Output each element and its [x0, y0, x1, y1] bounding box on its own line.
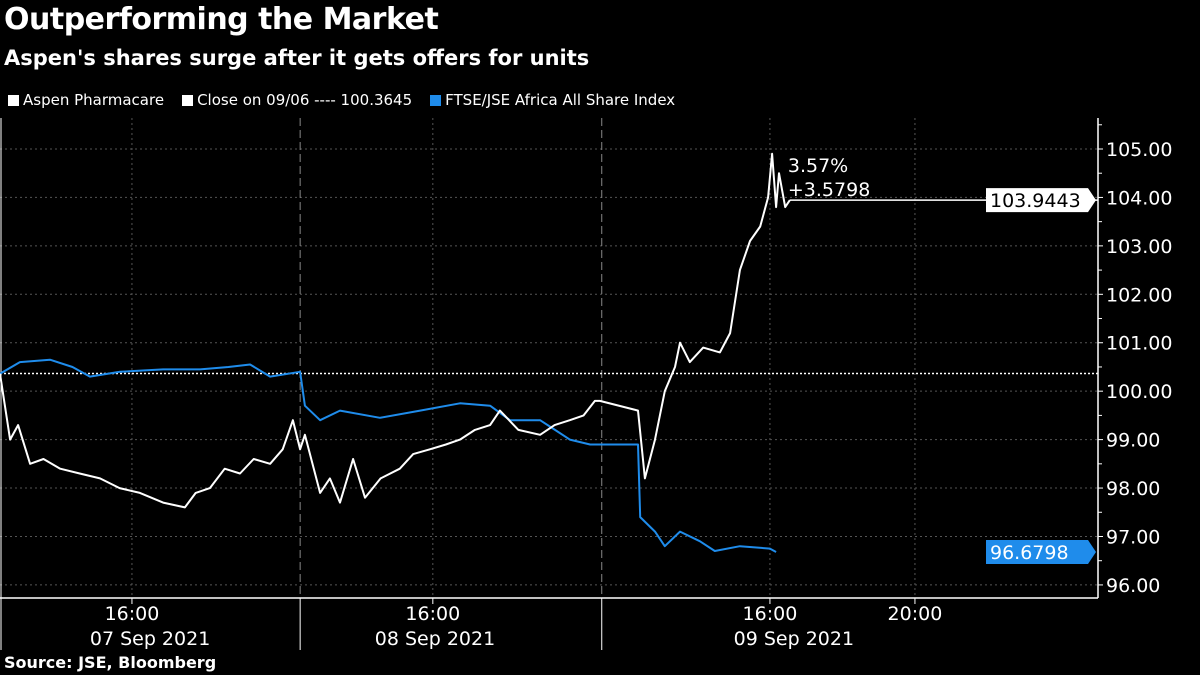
- legend-swatch: [8, 94, 19, 106]
- x-day-label: 09 Sep 2021: [734, 628, 854, 650]
- x-tick-label: 16:00: [405, 603, 460, 625]
- legend-label: FTSE/JSE Africa All Share Index: [445, 91, 676, 109]
- y-tick-label: 98.00: [1106, 478, 1160, 500]
- y-tick-label: 99.00: [1106, 430, 1160, 452]
- legend-item-ftse: FTSE/JSE Africa All Share Index: [430, 91, 675, 109]
- legend-swatch: [182, 94, 194, 106]
- x-tick-label: 20:00: [888, 603, 943, 625]
- legend-label: Aspen Pharmacare: [23, 91, 165, 109]
- y-tick-label: 103.00: [1106, 236, 1172, 258]
- y-tick-label: 101.00: [1106, 333, 1172, 355]
- last-value-label: 103.9443: [990, 190, 1081, 212]
- chart-title: Outperforming the Market: [4, 2, 439, 37]
- x-day-label: 08 Sep 2021: [375, 628, 495, 650]
- y-tick-label: 102.00: [1106, 284, 1172, 306]
- x-tick-label: 16:00: [105, 603, 160, 625]
- x-day-label: 07 Sep 2021: [90, 628, 210, 650]
- legend-label: Close on 09/06 ---- 100.3645: [197, 91, 413, 109]
- annotation-pct: 3.57%: [788, 155, 848, 177]
- last-value-tag: [986, 539, 1096, 564]
- y-tick-label: 104.00: [1106, 187, 1172, 209]
- y-tick-label: 105.00: [1106, 139, 1172, 161]
- last-value-label: 96.6798: [990, 542, 1069, 564]
- legend: Aspen Pharmacare Close on 09/06 ---- 100…: [8, 91, 675, 109]
- annotation-change: +3.5798: [788, 179, 870, 201]
- series-line-ftse: [0, 358, 777, 553]
- y-tick-label: 97.00: [1106, 526, 1160, 548]
- chart-subtitle: Aspen's shares surge after it gets offer…: [4, 46, 590, 70]
- last-value-tag: [986, 188, 1096, 213]
- legend-item-aspen: Aspen Pharmacare: [8, 91, 164, 109]
- y-tick-label: 96.00: [1106, 575, 1160, 597]
- source-note: Source: JSE, Bloomberg: [4, 653, 217, 672]
- series-line-aspen: [0, 152, 791, 509]
- y-tick-label: 100.00: [1106, 381, 1172, 403]
- legend-swatch: [430, 94, 442, 106]
- legend-item-close: Close on 09/06 ---- 100.3645: [182, 91, 412, 109]
- x-tick-label: 16:00: [743, 603, 798, 625]
